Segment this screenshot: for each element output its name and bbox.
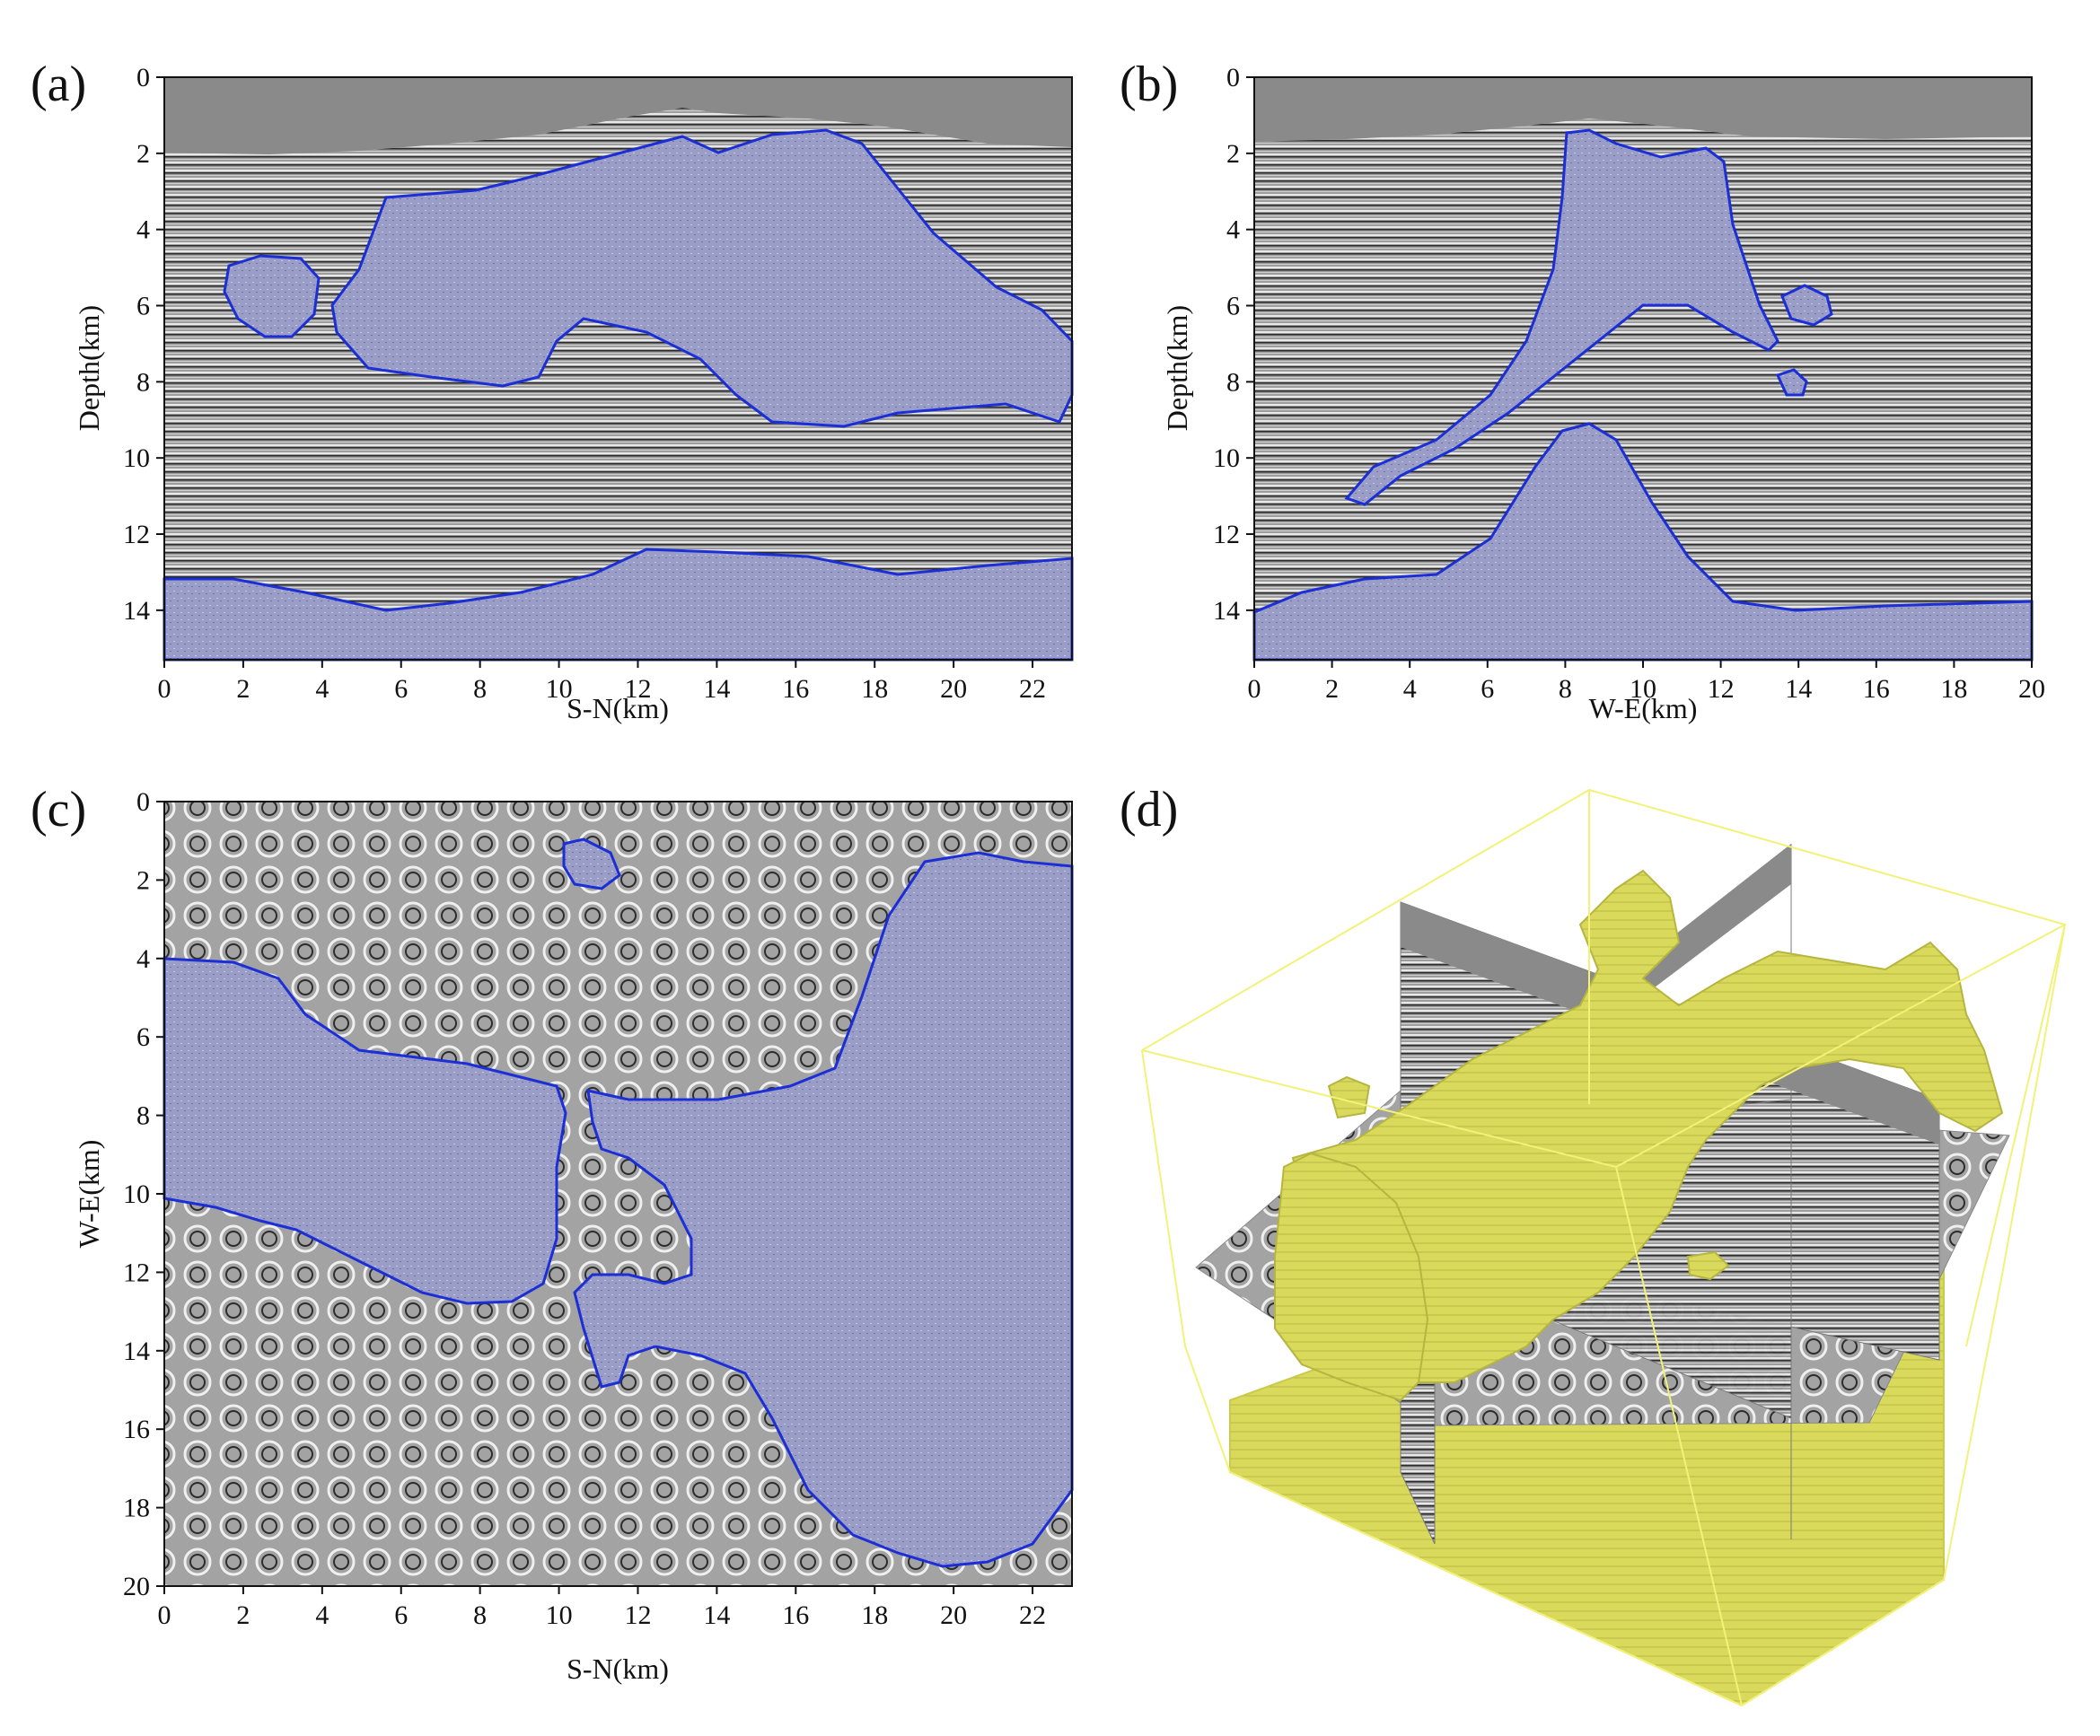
- panel-c-y-axis-label: W-E(km): [73, 1140, 105, 1249]
- panel-a-y-tick-label: 12: [123, 520, 150, 549]
- panel-c-y-tick-label: 4: [136, 944, 150, 974]
- panel-a-x-tick-label: 16: [782, 674, 809, 704]
- panel-b-x-tick-label: 18: [1940, 674, 1967, 704]
- panel-c: (c) 0 2 4 6 8 10 12 14 16 18 20 22 0 2 4 6 8 10 12 14 16 18 2…: [31, 782, 1074, 1685]
- panel-c-y-tick-label: 2: [136, 865, 150, 895]
- panel-d-salt-isosurface-main: [1291, 869, 2004, 1383]
- panel-a-x-tick-label: 2: [236, 674, 250, 704]
- panel-a-y-tick-label: 8: [136, 367, 150, 397]
- panel-b-x-tick-label: 4: [1403, 674, 1417, 704]
- panel-a-y-tick-label: 4: [136, 215, 150, 245]
- panel-b-y-ticks: 0 2 4 6 8 10 12 14: [1213, 63, 1254, 626]
- panel-c-x-tick-label: 22: [1019, 1600, 1046, 1630]
- panel-a-salt-body-upper: [330, 128, 1074, 428]
- panel-c-salt-body-top: [562, 837, 621, 890]
- panel-b-y-tick-label: 0: [1226, 63, 1240, 92]
- panel-c-x-tick-label: 20: [940, 1600, 967, 1630]
- panel-a-y-tick-label: 10: [123, 443, 150, 473]
- panel-b-x-tick-label: 0: [1248, 674, 1261, 704]
- panel-b-salt-body-upper: [1344, 128, 1779, 506]
- panel-c-x-tick-label: 6: [394, 1600, 408, 1630]
- panel-c-x-tick-label: 8: [473, 1600, 487, 1630]
- panel-b-y-tick-label: 6: [1226, 292, 1240, 321]
- panel-c-x-tick-label: 2: [236, 1600, 250, 1630]
- panel-a-x-tick-label: 10: [546, 674, 573, 704]
- panel-a-frame: [163, 76, 1073, 661]
- panel-a-y-axis-label: Depth(km): [73, 305, 105, 431]
- panel-d-salt-isosurface-front: [1274, 1152, 1429, 1402]
- panel-a-label: (a): [31, 57, 86, 112]
- panel-b-y-tick-label: 10: [1213, 443, 1240, 473]
- panel-b-x-ticks: 0 2 4 6 8 10 12 14 16 18 20: [1248, 660, 2045, 704]
- panel-b-y-axis-label: Depth(km): [1161, 305, 1193, 431]
- panel-c-x-tick-label: 14: [703, 1600, 730, 1630]
- panel-a-x-tick-label: 12: [624, 674, 651, 704]
- panel-c-y-tick-label: 14: [123, 1337, 150, 1366]
- panel-a-salt-body-small: [223, 254, 321, 338]
- panel-a-x-ticks: 0 2 4 6 8 10 12 14 16 18 20 22: [158, 660, 1046, 704]
- panel-c-y-tick-label: 6: [136, 1022, 150, 1052]
- panel-b-x-axis-label: W-E(km): [1589, 692, 1698, 724]
- panel-a-x-tick-label: 4: [315, 674, 329, 704]
- panel-c-x-axis-label: S-N(km): [567, 1653, 669, 1685]
- panel-c-x-tick-label: 16: [782, 1600, 809, 1630]
- panel-a-y-ticks: 0 2 4 6 8 10 12 14: [123, 63, 164, 626]
- panel-c-y-tick-label: 12: [123, 1258, 150, 1287]
- panel-c-x-tick-label: 4: [315, 1600, 329, 1630]
- panel-a-x-tick-label: 0: [158, 674, 171, 704]
- panel-a-x-tick-label: 22: [1019, 674, 1046, 704]
- panel-c-y-tick-label: 16: [123, 1415, 150, 1444]
- panel-c-x-tick-label: 18: [861, 1600, 888, 1630]
- panel-d-salt-isosurface-small-1: [1327, 1075, 1371, 1119]
- panel-b-y-tick-label: 8: [1226, 367, 1240, 397]
- panel-c-y-tick-label: 8: [136, 1101, 150, 1131]
- panel-c-x-tick-label: 12: [624, 1600, 651, 1630]
- panel-b-x-tick-label: 2: [1325, 674, 1339, 704]
- panel-a-water-layer: [164, 77, 1072, 154]
- panel-a-x-tick-label: 18: [861, 674, 888, 704]
- panel-a-x-tick-label: 6: [394, 674, 408, 704]
- panel-b-salt-body-small-2: [1775, 368, 1808, 397]
- panel-b-y-tick-label: 2: [1226, 139, 1240, 169]
- panel-a: (a) 0 2 4 6 8 10 12 14 16 18 20 22 0 2 4 6 8 10 12 14 S-N(…: [31, 57, 1074, 724]
- panel-b-y-tick-label: 14: [1213, 596, 1240, 626]
- panel-c-salt-body-right: [573, 851, 1074, 1568]
- panel-c-x-tick-label: 0: [158, 1600, 171, 1630]
- panel-b-x-tick-label: 6: [1481, 674, 1494, 704]
- panel-b-x-tick-label: 10: [1630, 674, 1656, 704]
- panel-c-y-ticks: 0 2 4 6 8 10 12 14 16 18 20: [123, 787, 164, 1601]
- panel-a-y-tick-label: 14: [123, 596, 150, 626]
- panel-b-x-tick-label: 8: [1559, 674, 1572, 704]
- panel-c-y-tick-label: 18: [123, 1494, 150, 1523]
- panel-c-y-tick-label: 20: [123, 1572, 150, 1601]
- panel-a-x-tick-label: 8: [473, 674, 487, 704]
- panel-d-salt-isosurface-small-2: [1686, 1250, 1730, 1281]
- panel-b: (b) 0 2 4 6 8 10 12 14 16 18 20 0 2 4 6 8 10 12 14 W-E(km…: [1120, 57, 2045, 724]
- panel-a-y-tick-label: 0: [136, 63, 150, 92]
- panel-b-y-tick-label: 4: [1226, 215, 1240, 245]
- panel-d-label: (d): [1120, 782, 1178, 837]
- panel-b-x-tick-label: 14: [1785, 674, 1812, 704]
- panel-b-label: (b): [1120, 57, 1178, 112]
- panel-b-salt-body-small-1: [1780, 284, 1833, 327]
- panel-d: (d): [1120, 782, 2067, 1707]
- panel-c-salt-body-left: [163, 957, 567, 1305]
- panel-b-water-layer: [1254, 77, 2032, 142]
- panel-c-x-tick-label: 10: [546, 1600, 573, 1630]
- panel-b-x-tick-label: 12: [1708, 674, 1735, 704]
- panel-b-x-tick-label: 20: [2018, 674, 2045, 704]
- panel-c-y-tick-label: 10: [123, 1179, 150, 1209]
- panel-b-x-tick-label: 16: [1863, 674, 1890, 704]
- panel-a-x-axis-label: S-N(km): [567, 692, 669, 724]
- panel-c-x-ticks: 0 2 4 6 8 10 12 14 16 18 20 22: [158, 1586, 1046, 1630]
- panel-a-y-tick-label: 6: [136, 292, 150, 321]
- panel-c-label: (c): [31, 782, 86, 837]
- panel-a-y-tick-label: 2: [136, 139, 150, 169]
- panel-b-y-tick-label: 12: [1213, 520, 1240, 549]
- panel-a-x-tick-label: 14: [703, 674, 730, 704]
- panel-d-bounding-box: [1141, 788, 2067, 1707]
- panel-c-y-tick-label: 0: [136, 787, 150, 817]
- panel-a-x-tick-label: 20: [940, 674, 967, 704]
